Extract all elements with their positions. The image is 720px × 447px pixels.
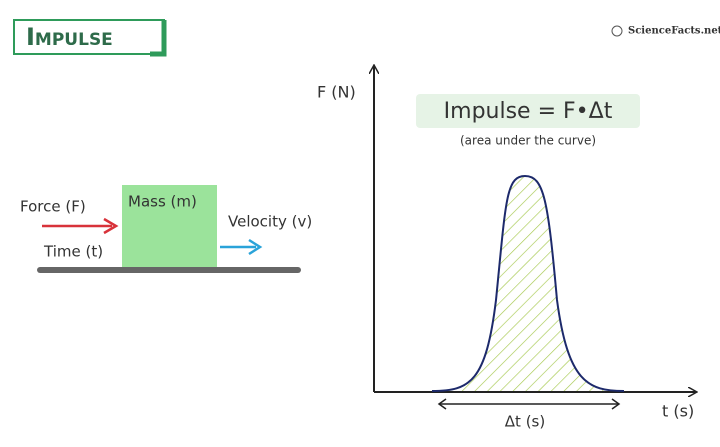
force-curve — [431, 174, 625, 392]
velocity-arrowhead — [248, 238, 263, 256]
title-box — [13, 19, 165, 55]
mass-label: Mass (m) — [128, 193, 197, 211]
y-axis-label: F (N) — [317, 83, 356, 102]
logo-icon — [611, 25, 623, 37]
area-under-curve — [432, 176, 624, 391]
logo: ScienceFacts.net — [628, 26, 720, 37]
mass-block — [122, 185, 217, 269]
force-arrowhead — [103, 217, 119, 235]
formula-box — [416, 94, 640, 128]
force-label: Force (F) — [20, 198, 86, 216]
x-axis-label: t (s) — [662, 402, 694, 421]
interval-arrowheads — [437, 398, 621, 410]
title-accent — [150, 20, 167, 57]
formula-note: (area under the curve) — [460, 134, 596, 148]
time-label: Time (t) — [43, 243, 103, 261]
title: Impulse — [26, 23, 113, 51]
interval-label: Δt (s) — [505, 413, 545, 431]
formula: Impulse = F•Δt — [444, 99, 613, 124]
velocity-label: Velocity (v) — [228, 213, 312, 231]
